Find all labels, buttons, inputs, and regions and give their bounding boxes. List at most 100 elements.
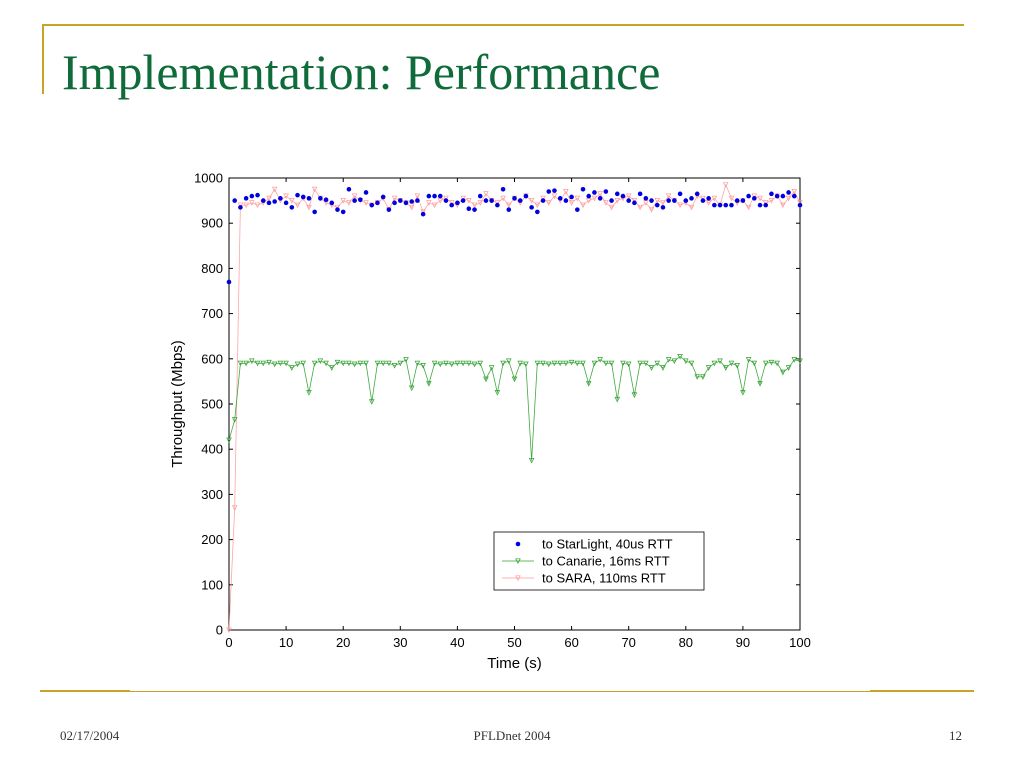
data-point — [580, 187, 586, 192]
data-point — [557, 360, 563, 367]
data-point — [734, 198, 740, 203]
x-tick-label: 20 — [336, 635, 350, 650]
data-point — [574, 195, 581, 202]
data-point — [243, 196, 249, 201]
data-point — [660, 200, 666, 206]
data-point — [632, 200, 637, 206]
data-point — [448, 200, 455, 206]
data-point — [431, 360, 438, 367]
data-point — [283, 200, 289, 206]
data-point — [460, 198, 466, 203]
x-axis-label: Time (s) — [487, 655, 541, 672]
data-point — [568, 359, 575, 366]
data-point — [688, 204, 695, 211]
data-point — [443, 195, 449, 202]
data-point — [700, 195, 706, 202]
data-point — [745, 204, 752, 211]
data-point — [534, 360, 541, 367]
data-point — [357, 360, 364, 367]
data-point — [271, 361, 278, 368]
data-point — [540, 360, 546, 367]
data-point — [786, 190, 791, 195]
data-point — [260, 198, 266, 203]
data-point — [226, 279, 232, 285]
data-point — [249, 200, 255, 206]
data-point — [306, 204, 312, 211]
data-point — [603, 200, 609, 206]
data-point — [557, 196, 563, 201]
y-tick-label: 300 — [201, 487, 223, 502]
data-point — [340, 360, 346, 367]
data-point — [597, 357, 603, 363]
data-point — [352, 198, 357, 203]
data-point — [643, 360, 649, 367]
data-point — [740, 390, 746, 396]
footer-rule-middle — [130, 691, 870, 692]
x-tick-label: 40 — [450, 635, 464, 650]
data-point — [346, 200, 352, 206]
data-point — [460, 360, 466, 367]
data-point — [665, 357, 672, 363]
data-point — [403, 200, 409, 206]
data-point — [585, 198, 592, 204]
x-tick-label: 60 — [564, 635, 578, 650]
data-point — [763, 202, 769, 208]
data-point — [392, 200, 397, 206]
data-point — [363, 360, 369, 367]
data-point — [654, 202, 660, 208]
data-point — [608, 360, 615, 367]
data-point — [728, 360, 735, 367]
data-point — [266, 200, 272, 206]
data-point — [797, 358, 803, 365]
legend-label: to SARA, 110ms RTT — [542, 571, 666, 586]
data-point — [666, 198, 671, 203]
data-point — [745, 357, 752, 363]
data-point — [592, 190, 597, 195]
data-point — [271, 186, 278, 193]
data-point — [397, 360, 404, 367]
data-point — [591, 360, 598, 367]
data-point — [317, 358, 324, 365]
data-point — [249, 358, 255, 365]
data-point — [477, 360, 484, 367]
data-point — [677, 353, 683, 360]
data-point — [614, 198, 621, 204]
data-point — [500, 195, 506, 202]
legend-marker — [515, 558, 521, 564]
data-point — [278, 196, 283, 201]
data-point — [746, 193, 751, 199]
data-point — [712, 202, 717, 208]
data-point — [723, 202, 729, 208]
data-point — [506, 202, 512, 209]
data-point — [346, 187, 352, 192]
data-point — [358, 197, 363, 202]
data-point — [540, 198, 546, 203]
data-point — [660, 365, 666, 371]
x-tick-label: 0 — [225, 635, 232, 650]
data-point — [654, 360, 661, 367]
data-point — [363, 190, 369, 195]
data-point — [506, 207, 512, 212]
series-line — [228, 355, 801, 461]
data-point — [471, 361, 478, 368]
data-point — [340, 209, 346, 215]
data-point — [603, 360, 609, 367]
title-frame-top-rule — [42, 24, 964, 26]
data-point — [625, 193, 632, 200]
data-point — [757, 195, 763, 202]
data-point — [705, 200, 712, 206]
data-point — [700, 198, 706, 203]
data-point — [752, 196, 757, 201]
data-point — [774, 193, 780, 199]
data-point — [289, 205, 295, 210]
data-point — [677, 202, 683, 209]
data-point — [517, 198, 523, 203]
data-point — [329, 365, 335, 371]
data-point — [426, 200, 432, 206]
legend-label: to Canarie, 16ms RTT — [542, 554, 670, 569]
data-point — [529, 205, 534, 210]
data-point — [797, 200, 803, 206]
data-point — [654, 198, 661, 204]
data-point — [523, 193, 529, 199]
data-point — [568, 200, 575, 206]
